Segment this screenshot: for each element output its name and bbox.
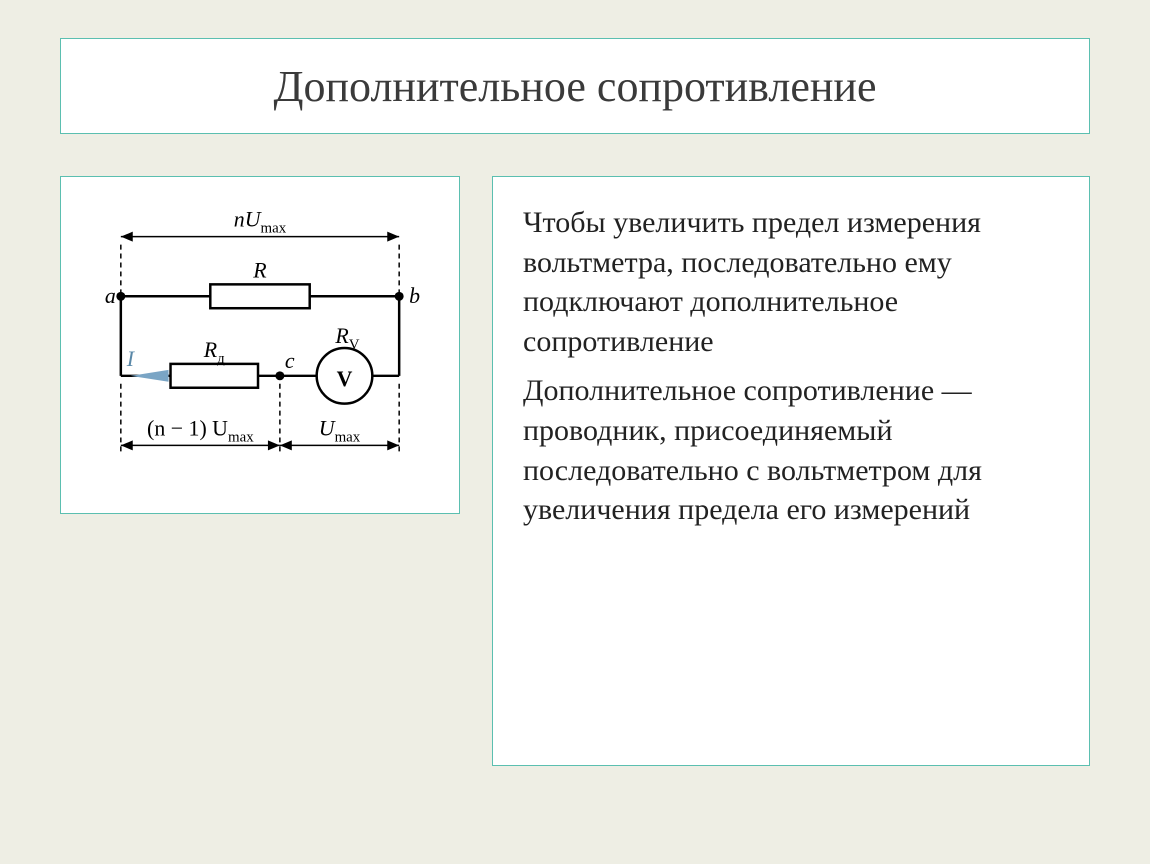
label-I: I bbox=[126, 347, 136, 371]
paragraph-2: Дополнительное сопротивление — проводник… bbox=[523, 371, 1059, 529]
label-b: b bbox=[409, 284, 420, 308]
svg-text:nUmax: nUmax bbox=[234, 208, 287, 237]
paragraph-1: Чтобы увеличить предел измерения вольтме… bbox=[523, 203, 1059, 361]
circuit-svg: nUmax R a b Rд V RV c I bbox=[61, 177, 459, 513]
label-Rv: R bbox=[334, 324, 348, 348]
dim-bl: (n − 1) U bbox=[147, 416, 228, 440]
label-Rv-sub: V bbox=[349, 337, 360, 353]
svg-text:Rд: Rд bbox=[203, 338, 225, 367]
label-V: V bbox=[337, 367, 353, 391]
svg-text:(n − 1) Umax: (n − 1) Umax bbox=[147, 416, 254, 445]
dim-br: U bbox=[319, 416, 336, 440]
label-Rd: R bbox=[203, 338, 217, 362]
label-a: a bbox=[105, 284, 116, 308]
dim-br-sub: max bbox=[335, 429, 361, 445]
label-Rd-sub: д bbox=[217, 351, 225, 367]
description-box: Чтобы увеличить предел измерения вольтме… bbox=[492, 176, 1090, 766]
page-title: Дополнительное сопротивление bbox=[273, 61, 876, 112]
label-c: c bbox=[285, 349, 295, 373]
dim-bl-sub: max bbox=[228, 429, 254, 445]
dim-top-sub: max bbox=[261, 221, 287, 237]
label-R: R bbox=[252, 258, 266, 282]
dim-top-nU: nU bbox=[234, 208, 262, 232]
svg-text:Umax: Umax bbox=[319, 416, 361, 445]
circuit-diagram: nUmax R a b Rд V RV c I bbox=[60, 176, 460, 514]
title-box: Дополнительное сопротивление bbox=[60, 38, 1090, 134]
current-arrow-icon bbox=[131, 370, 169, 382]
